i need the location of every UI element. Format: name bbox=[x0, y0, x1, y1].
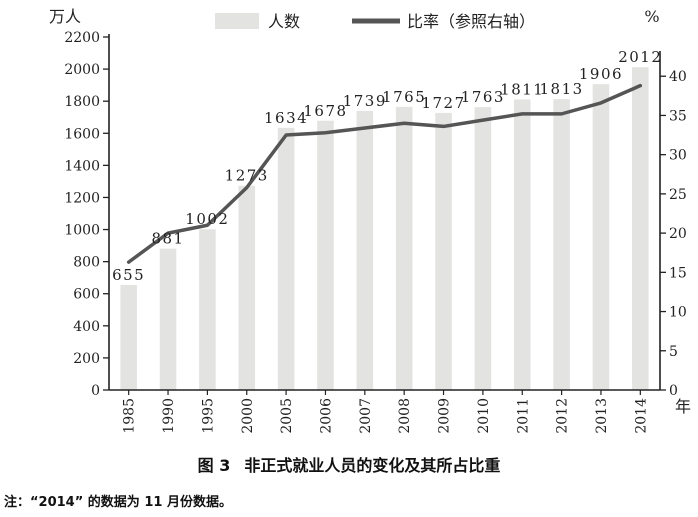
bar-2010 bbox=[474, 107, 492, 390]
left-tick-label: 1600 bbox=[64, 126, 100, 142]
bar-2009 bbox=[435, 112, 452, 391]
legend-label-bar: 人数 bbox=[268, 12, 300, 31]
x-tick-label-2005: 2005 bbox=[279, 398, 295, 434]
axes: 0200400600800100012001400160018002000220… bbox=[49, 7, 691, 434]
bar-1985 bbox=[120, 284, 137, 390]
left-tick-label: 0 bbox=[91, 383, 100, 399]
data-label-1995: 1002 bbox=[185, 210, 229, 228]
bar-2005 bbox=[277, 127, 295, 391]
left-tick-label: 800 bbox=[73, 255, 100, 271]
data-label-1990: 881 bbox=[151, 230, 184, 248]
bar-2000 bbox=[238, 185, 256, 390]
figure-title: 非正式就业人员的变化及其所占比重 bbox=[244, 456, 501, 475]
right-tick-label: 20 bbox=[669, 226, 687, 242]
right-tick-label: 10 bbox=[669, 305, 687, 321]
x-tick-label-1995: 1995 bbox=[200, 398, 216, 434]
bar-2008 bbox=[395, 106, 413, 390]
x-tick-label-2010: 2010 bbox=[476, 398, 492, 434]
left-tick-label: 200 bbox=[73, 351, 100, 367]
ratio-line bbox=[126, 83, 643, 264]
data-label-2012: 1813 bbox=[540, 80, 584, 98]
data-label-2011: 1811 bbox=[500, 80, 544, 98]
left-tick-label: 400 bbox=[73, 319, 100, 335]
right-tick-label: 35 bbox=[669, 108, 687, 124]
x-tick-label-1985: 1985 bbox=[122, 398, 138, 434]
left-tick-label: 1400 bbox=[64, 158, 100, 174]
left-tick-label: 2000 bbox=[64, 62, 100, 78]
x-tick-label-2014: 2014 bbox=[633, 398, 649, 434]
figure-caption: 图 3 非正式就业人员的变化及其所占比重 bbox=[0, 452, 698, 476]
right-tick-label: 15 bbox=[669, 265, 687, 281]
data-label-1985: 655 bbox=[112, 266, 145, 284]
data-label-2014: 2012 bbox=[618, 48, 662, 66]
data-label-2009: 1727 bbox=[421, 94, 465, 112]
bar-2006 bbox=[317, 120, 334, 391]
chart: 0200400600800100012001400160018002000220… bbox=[49, 7, 691, 434]
legend: 人数 比率（参照右轴） bbox=[215, 12, 535, 31]
x-axis-label: 年 bbox=[675, 397, 691, 416]
x-tick-label-2008: 2008 bbox=[397, 398, 413, 434]
right-tick-label: 25 bbox=[669, 187, 687, 203]
line-series bbox=[126, 83, 643, 264]
right-tick-label: 30 bbox=[669, 148, 687, 164]
data-label-2013: 1906 bbox=[579, 65, 623, 83]
x-tick-label-2013: 2013 bbox=[594, 398, 610, 434]
left-tick-label: 2200 bbox=[64, 30, 100, 46]
bar-1990 bbox=[159, 248, 177, 390]
x-tick-label-2007: 2007 bbox=[358, 398, 374, 434]
bar-1995 bbox=[199, 229, 216, 390]
x-tick-label-2009: 2009 bbox=[437, 398, 453, 434]
data-label-2005: 1634 bbox=[264, 109, 308, 127]
legend-label-line: 比率（参照右轴） bbox=[407, 12, 535, 31]
right-tick-label: 5 bbox=[669, 344, 678, 360]
data-label-2010: 1763 bbox=[461, 88, 505, 106]
bar-series bbox=[120, 67, 649, 391]
legend-swatch-bar bbox=[215, 13, 259, 29]
x-tick-label-2006: 2006 bbox=[318, 398, 334, 434]
left-tick-label: 1200 bbox=[64, 190, 100, 206]
data-label-2006: 1678 bbox=[303, 102, 347, 120]
bar-2011 bbox=[513, 99, 531, 391]
bar-2012 bbox=[553, 99, 570, 390]
bar-2007 bbox=[356, 110, 374, 390]
footnote: 注：“2014” 的数据为 11 月份数据。 bbox=[4, 495, 232, 510]
left-tick-label: 1800 bbox=[64, 94, 100, 110]
data-label-2008: 1765 bbox=[382, 88, 426, 106]
x-tick-label-1990: 1990 bbox=[161, 398, 177, 434]
data-label-2000: 1273 bbox=[225, 167, 269, 185]
figure-number: 图 3 bbox=[197, 456, 231, 475]
x-tick-label-2012: 2012 bbox=[555, 398, 571, 434]
right-axis-unit: % bbox=[644, 7, 659, 26]
data-labels: 6558811002127316341678173917651727176318… bbox=[112, 48, 662, 284]
bar-2013 bbox=[592, 84, 610, 390]
left-axis-unit: 万人 bbox=[49, 7, 81, 26]
right-tick-label: 40 bbox=[669, 69, 687, 85]
left-tick-label: 600 bbox=[73, 287, 100, 303]
left-tick-label: 1000 bbox=[64, 223, 100, 239]
right-tick-label: 0 bbox=[669, 383, 678, 399]
bar-2014 bbox=[632, 67, 649, 390]
x-tick-label-2011: 2011 bbox=[515, 398, 531, 434]
data-label-2007: 1739 bbox=[343, 92, 387, 110]
x-tick-label-2000: 2000 bbox=[240, 398, 256, 434]
